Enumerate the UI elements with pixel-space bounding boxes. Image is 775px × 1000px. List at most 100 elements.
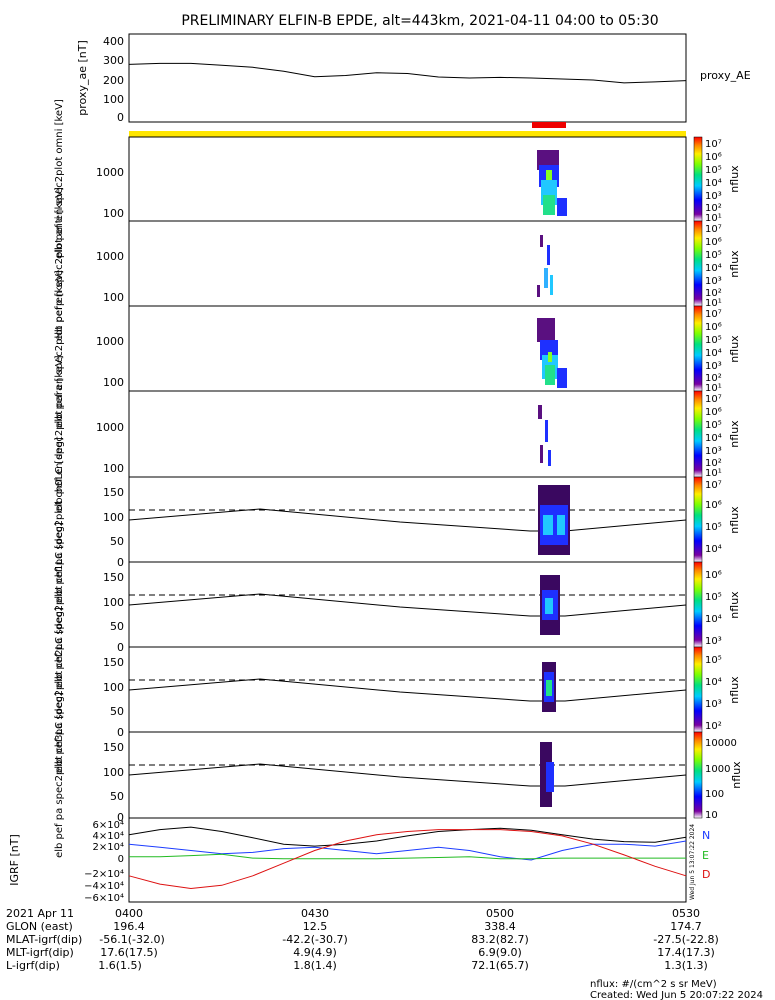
cbar-tick: 10⁴ [705,433,722,444]
pitch-tick: 100 [103,511,124,524]
colorbar [693,390,703,478]
spectrum-ylabel: elb pef en spec2plot omni [keV] [54,99,65,259]
cbar-tick: 10 [705,810,718,821]
igrf-ylabel: IGRF [nT] [8,834,21,886]
cbar-tick: 10⁵ [705,335,722,346]
yellow-status-bar [129,131,686,137]
igrf-tick: −6×10⁴ [84,893,124,904]
colorbar [693,220,703,307]
colorbar-label: nflux [728,250,741,278]
row-label: GLON (east) [6,920,73,933]
colorbar-label: nflux [728,165,741,193]
cbar-tick: 10⁴ [705,263,722,274]
pitch-tick: 100 [103,681,124,694]
spectrum-tick: 1000 [96,335,124,348]
cbar-tick: 10¹ [705,298,722,309]
colorbar [693,476,703,563]
igrf-side-stamp: Wed Jun 5 13:07:22 2024 [689,824,696,900]
row-value: 17.4(17.3) [657,946,715,959]
cbar-tick: 10⁴ [705,544,722,555]
cbar-tick: 10⁴ [705,614,722,625]
pitch-tick: 150 [103,571,124,584]
row-value: 0430 [301,907,329,920]
pitch-ylabel: elb pef pa spec2plot ch1LC [deg] [54,522,65,688]
spectrum-tick: 100 [103,376,124,389]
cbar-tick: 10³ [705,276,722,287]
cbar-tick: 10³ [705,361,722,372]
proxy-ae-ylabel: proxy_ae [nT] [76,40,89,115]
red-science-zone-bar [532,122,566,128]
spectrum-tick: 1000 [96,421,124,434]
cbar-tick: 10⁵ [705,165,722,176]
cbar-tick: 10⁴ [705,677,722,688]
row-label: 2021 Apr 11 [6,907,74,920]
spectrum-para-data [538,405,551,466]
colorbar-label: nflux [728,335,741,363]
pitch-tick: 50 [110,535,124,548]
igrf-legend-n: N [702,829,710,842]
footer-created: Created: Wed Jun 5 20:07:22 2024 [590,990,763,1000]
proxy-ae-right-label: proxy_AE [700,69,751,82]
row-value: 1.3(1.3) [664,959,708,972]
proxy-ae-tick: 200 [103,74,124,87]
igrf-tick: 6×10⁴ [93,820,124,831]
igrf-tick: 2×10⁴ [93,842,124,853]
colorbar [693,136,703,222]
cbar-tick: 10⁵ [705,420,722,431]
spectrum-perp-data [537,318,567,388]
cbar-tick: 10³ [705,636,722,647]
cbar-tick: 10⁴ [705,178,722,189]
spectrum-tick: 1000 [96,166,124,179]
igrf-tick: −4×10⁴ [84,881,124,892]
row-value: 4.9(4.9) [293,946,337,959]
spectrum-tick: 100 [103,207,124,220]
cbar-tick: 10¹ [705,213,722,224]
row-value: 174.7 [670,920,702,933]
cbar-tick: 10² [705,721,722,732]
igrf-legend-d: D [702,868,710,881]
pitch-tick: 100 [103,766,124,779]
pitch-tick: 0 [117,726,124,739]
pitch-panel-ch1: elb pef pa spec2plot ch1LC [deg] 150 100… [54,522,741,688]
spectra-colorbar-ticks: 10⁷ 10⁶ 10⁵ 10⁴ 10³ 10² 10¹ 10⁷ 10⁶ 10⁵ … [705,139,722,479]
cbar-tick: 10⁵ [705,250,722,261]
cbar-tick: 100 [705,789,724,800]
proxy-ae-frame [128,33,687,123]
pitch-ylabel: elb pef pa spec2plot ch3LC [deg] [54,692,65,858]
cbar-tick: 10³ [705,191,722,202]
igrf-panel: IGRF [nT] 6×10⁴ 4×10⁴ 2×10⁴ 0 −2×10⁴ −4×… [8,817,710,904]
spectrum-ylabel: elb pef en spec2plot anti [keV] [54,187,65,341]
spectrum-tick: 100 [103,462,124,475]
cbar-tick: 10⁷ [705,224,722,235]
igrf-total-line [128,826,687,847]
row-label: L-igrf(dip) [6,959,60,972]
cbar-tick: 10⁶ [705,570,722,581]
row-value: 196.4 [113,920,145,933]
colorbar [693,731,703,819]
proxy-ae-tick: 300 [103,54,124,67]
cbar-tick: 10⁴ [705,348,722,359]
row-value: -56.1(-32.0) [99,933,165,946]
spectrum-tick: 100 [103,291,124,304]
row-value: 0400 [115,907,143,920]
loss-cone-line [128,593,687,617]
spectrum-panel-perp: elb pef en spec2plot perp [keV] 1000 100… [54,270,741,428]
cbar-tick: 10⁵ [705,522,722,533]
row-value: 6.9(9.0) [478,946,522,959]
pitch-ylabel: elb pef pa spec2plot ch0LC [deg] [54,437,65,603]
igrf-tick: 0 [118,854,124,865]
colorbar-label: nflux [728,676,741,704]
cbar-tick: 10⁷ [705,480,722,491]
cbar-tick: 10³ [705,699,722,710]
colorbar [693,646,703,733]
pitch-panel-ch0: elb pef pa spec2plot ch0LC [deg] 150 100… [54,437,741,603]
cbar-tick: 10¹ [705,383,722,394]
igrf-tick: −2×10⁴ [84,869,124,880]
igrf-tick: 4×10⁴ [93,831,124,842]
pitch-tick: 50 [110,705,124,718]
cbar-tick: 1000 [705,764,730,775]
pitch-tick: 0 [117,811,124,824]
spectrum-panel-omni: elb pef en spec2plot omni [keV] 1000 100… [54,99,741,259]
loss-cone-line [128,763,687,787]
cbar-tick: 10² [705,288,722,299]
